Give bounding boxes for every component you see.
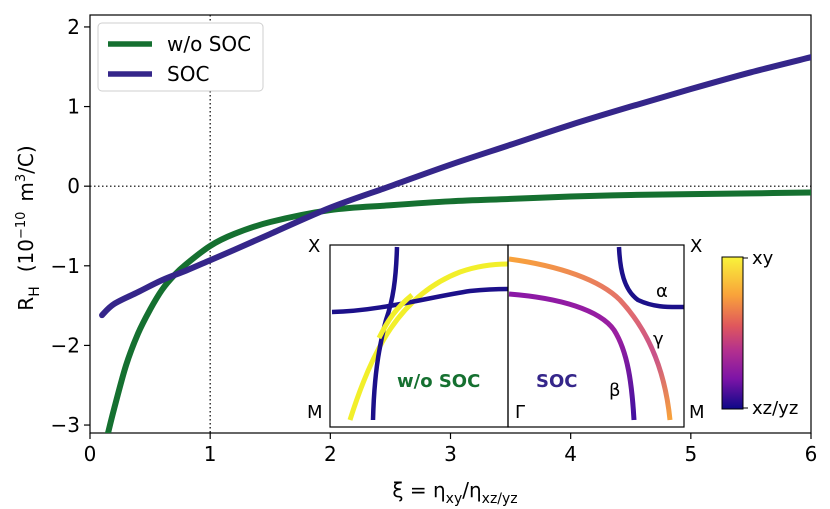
x-tick-label: 3 xyxy=(444,442,457,466)
inset-left-horizontal-band xyxy=(331,286,509,315)
y-axis-title: RH(10−10m3/C) xyxy=(14,145,43,310)
inset-right-gamma-band xyxy=(508,256,673,421)
inset-right-alpha-band xyxy=(616,246,685,310)
inset-left-xy-band-crossing xyxy=(376,293,414,340)
inset-left-vertical-band xyxy=(370,246,400,421)
y-tick-label: 1 xyxy=(67,95,80,119)
series-layer xyxy=(99,54,811,433)
colorbar-label-xy: xy xyxy=(752,248,774,269)
inset-panel-label-soc: SOC xyxy=(536,371,577,392)
inset-label-x-left: X xyxy=(308,236,320,257)
inset-right-beta-band xyxy=(508,291,637,421)
ticks-layer: 0 1 2 3 4 5 6 −3 −2 −1 0 1 2 xyxy=(51,15,818,466)
inset-band-label-alpha: α xyxy=(656,281,668,302)
inset-panel-label-wo-soc: w/o SOC xyxy=(397,371,480,392)
x-tick-label: 0 xyxy=(84,442,97,466)
y-tick-label: 0 xyxy=(67,174,80,198)
inset-label-x-right: X xyxy=(690,236,702,257)
inset-left-xy-band xyxy=(347,261,509,421)
inset-band-label-beta: β xyxy=(609,380,621,401)
legend-label-wo-soc: w/o SOC xyxy=(167,32,251,56)
y-tick-label: −3 xyxy=(51,413,80,437)
x-tick-label: 5 xyxy=(684,442,697,466)
y-tick-label: 2 xyxy=(67,15,80,39)
series-line-wo-soc xyxy=(105,189,811,433)
series-line-soc xyxy=(99,54,811,319)
colorbar xyxy=(721,256,744,410)
colorbar-label-xz-yz: xz/yz xyxy=(752,398,798,419)
reference-lines xyxy=(90,15,811,433)
legend: w/o SOC SOC xyxy=(97,22,264,92)
inset-fermi-surface: X X M Γ M w/o SOC SOC α γ β xy xz/yz xyxy=(307,236,798,428)
x-tick-label: 4 xyxy=(564,442,577,466)
inset-right-frame xyxy=(507,244,685,428)
y-tick-label: −2 xyxy=(51,333,80,357)
x-axis-title: ξ = ηxy/ηxz/yz xyxy=(392,478,517,507)
x-tick-label: 6 xyxy=(805,442,818,466)
inset-label-m-right: M xyxy=(689,402,705,423)
inset-label-gamma-point: Γ xyxy=(515,402,525,423)
x-tick-label: 1 xyxy=(204,442,217,466)
y-tick-label: −1 xyxy=(51,254,80,278)
legend-label-soc: SOC xyxy=(167,62,209,86)
inset-label-m-left: M xyxy=(307,402,323,423)
x-tick-label: 2 xyxy=(324,442,337,466)
inset-band-label-gamma: γ xyxy=(653,329,664,350)
